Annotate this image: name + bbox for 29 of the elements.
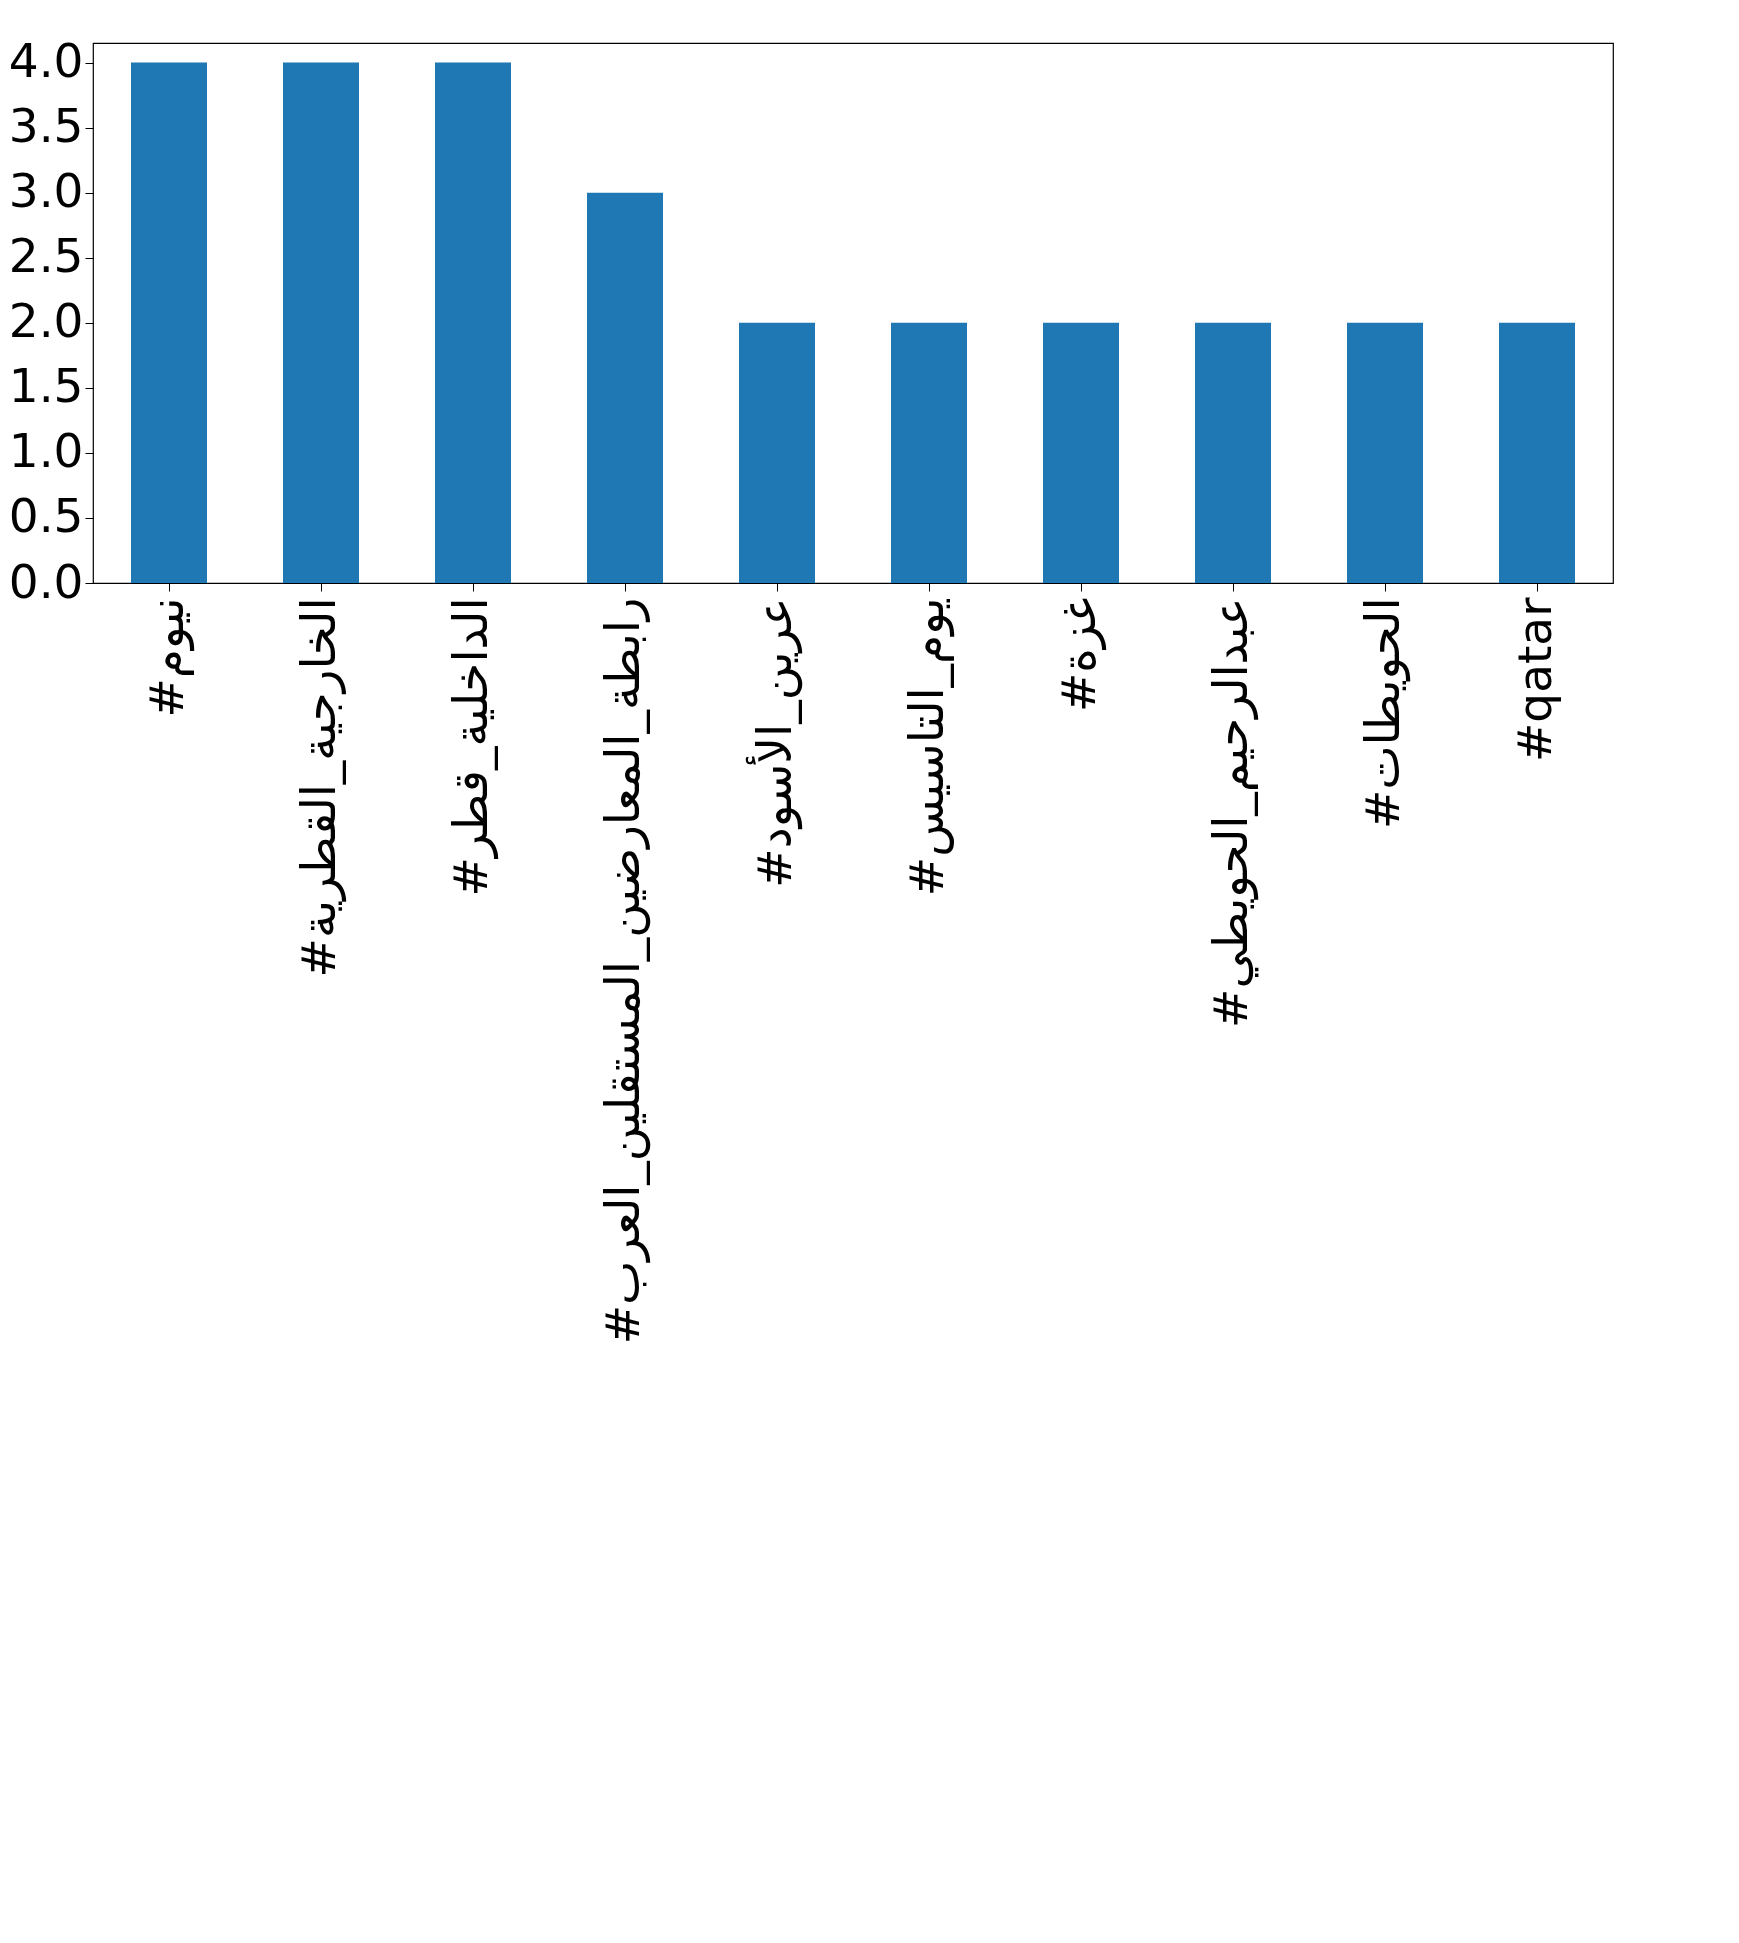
y-tick-label: 1.0 <box>8 423 84 479</box>
y-tick-label: 2.0 <box>8 293 84 349</box>
x-tick-label: #يوم_التاسيس <box>899 597 955 897</box>
bar <box>587 192 663 583</box>
x-tick-label: #نيوم <box>139 597 195 718</box>
x-tick-label: #عرين_الأسود <box>745 597 803 888</box>
bar <box>891 322 967 583</box>
bar <box>1195 322 1271 583</box>
x-tick-label: #qatar <box>1507 596 1562 763</box>
bar <box>739 322 815 583</box>
bar <box>131 62 207 583</box>
bar <box>435 62 511 583</box>
y-tick-label: 0.5 <box>8 488 84 544</box>
x-tick-label: #غزة <box>1051 597 1107 713</box>
x-tick-label: #رابطة_المعارضين_المستقلين_العرب <box>595 597 651 1345</box>
y-tick-label: 3.0 <box>8 163 84 219</box>
bar <box>283 62 359 583</box>
x-tick-label: #الداخلية_قطر <box>443 597 499 897</box>
bar <box>1499 322 1575 583</box>
bar <box>1347 322 1423 583</box>
x-tick-label: #الخارجية_القطرية <box>291 597 347 978</box>
y-tick-label: 2.5 <box>8 228 84 284</box>
y-tick-label: 0.0 <box>8 553 84 609</box>
y-tick-label: 1.5 <box>8 358 84 414</box>
x-tick-label: #الحويطات <box>1355 597 1411 830</box>
y-tick-label: 3.5 <box>8 98 84 154</box>
x-tick-label: #عبدالرحيم_الحويطي <box>1203 597 1259 1028</box>
bar <box>1043 322 1119 583</box>
y-tick-label: 4.0 <box>8 33 84 89</box>
